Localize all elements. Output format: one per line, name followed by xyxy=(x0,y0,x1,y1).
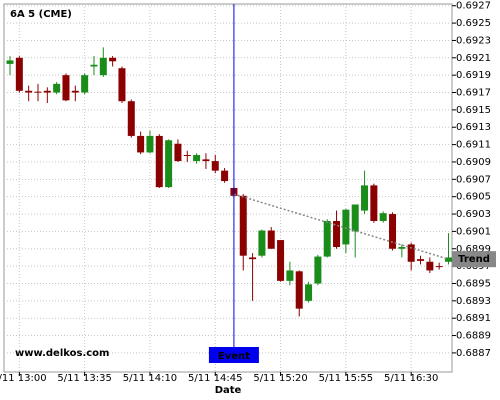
candle-body xyxy=(25,90,33,93)
candle-body xyxy=(239,195,247,256)
y-tick-label: 0.6927 xyxy=(456,1,491,12)
candle-body xyxy=(398,247,406,249)
candle-body xyxy=(258,230,266,256)
candle-body xyxy=(71,90,79,93)
candle-body xyxy=(323,220,331,257)
candle-body xyxy=(277,240,285,281)
y-tick-label: 0.6903 xyxy=(456,209,491,220)
candle-body xyxy=(165,140,173,188)
trend-label-box xyxy=(452,251,496,268)
candle-body xyxy=(174,143,182,162)
event-label-box xyxy=(208,347,259,363)
x-tick-label: 5/11 14:10 xyxy=(123,373,177,384)
candle-body xyxy=(202,159,210,162)
candle-body xyxy=(361,185,369,211)
y-tick-label: 0.6919 xyxy=(456,70,491,81)
y-tick-label: 0.6915 xyxy=(456,105,491,116)
candle-body xyxy=(81,75,89,93)
trend-label: Trend xyxy=(458,254,490,265)
trend-line xyxy=(233,193,449,260)
candle-body xyxy=(407,244,415,262)
y-tick-label: 0.6887 xyxy=(456,348,491,359)
x-axis-label: Date xyxy=(215,385,242,396)
chart-title: 6A 5 (CME) xyxy=(10,9,72,20)
x-tick-label: 5/11 16:30 xyxy=(384,373,438,384)
y-tick-label: 0.6895 xyxy=(456,278,491,289)
event-label: Event xyxy=(218,351,250,362)
candle-body xyxy=(127,101,135,136)
candle-body xyxy=(90,64,98,67)
candle-body xyxy=(249,257,257,260)
x-tick-label: 5/11 13:35 xyxy=(57,373,111,384)
candle-body xyxy=(370,185,378,221)
x-tick-label: 5/11 14:45 xyxy=(188,373,242,384)
candle-body xyxy=(379,213,387,221)
candle-body xyxy=(314,256,322,284)
y-tick-label: 0.6921 xyxy=(456,53,491,64)
candle-body xyxy=(435,266,443,268)
candle-body xyxy=(351,204,359,232)
y-tick-label: 0.6917 xyxy=(456,88,491,99)
candle-body xyxy=(118,68,126,102)
candle-body xyxy=(6,60,14,64)
y-tick-label: 0.6923 xyxy=(456,35,491,46)
y-tick-label: 0.6907 xyxy=(456,174,491,185)
candle-body xyxy=(137,135,145,153)
candle-body xyxy=(53,83,61,93)
candle-body xyxy=(295,271,303,309)
candle-body xyxy=(211,161,219,171)
candle-body xyxy=(267,230,275,249)
candle-body xyxy=(389,214,397,249)
candle-body xyxy=(445,257,453,262)
candle-body xyxy=(305,284,313,301)
y-tick-label: 0.6911 xyxy=(456,140,491,151)
y-tick-label: 0.6925 xyxy=(456,18,491,29)
candle-body xyxy=(109,57,117,62)
x-tick-label: 5/11 13:00 xyxy=(0,373,47,384)
y-tick-label: 0.6901 xyxy=(456,226,491,237)
y-tick-label: 0.6905 xyxy=(456,192,491,203)
y-tick-label: 0.6909 xyxy=(456,157,491,168)
candle-body xyxy=(15,57,23,91)
y-tick-label: 0.6913 xyxy=(456,122,491,133)
candle-body xyxy=(221,170,229,182)
y-tick-label: 0.6891 xyxy=(456,313,491,324)
candle-body xyxy=(286,270,294,281)
plot-frame xyxy=(3,3,453,373)
candle-body xyxy=(155,135,163,188)
x-tick-label: 5/11 15:55 xyxy=(319,373,373,384)
x-tick-label: 5/11 15:20 xyxy=(253,373,307,384)
candle-body xyxy=(146,135,154,153)
y-tick-label: 0.6893 xyxy=(456,296,491,307)
candle-body xyxy=(426,261,434,271)
y-tick-label: 0.6889 xyxy=(456,331,491,342)
watermark: www.delkos.com xyxy=(15,348,109,359)
candle-body xyxy=(417,259,425,261)
candle-body xyxy=(342,209,350,245)
candle-body xyxy=(62,75,70,101)
candle-body xyxy=(333,220,341,248)
candle-body xyxy=(34,91,42,93)
y-tick-label: 0.6899 xyxy=(456,244,491,255)
candle-body xyxy=(99,57,107,76)
candle-body xyxy=(193,155,201,162)
candle-body xyxy=(43,90,51,93)
candle-body xyxy=(183,155,191,157)
